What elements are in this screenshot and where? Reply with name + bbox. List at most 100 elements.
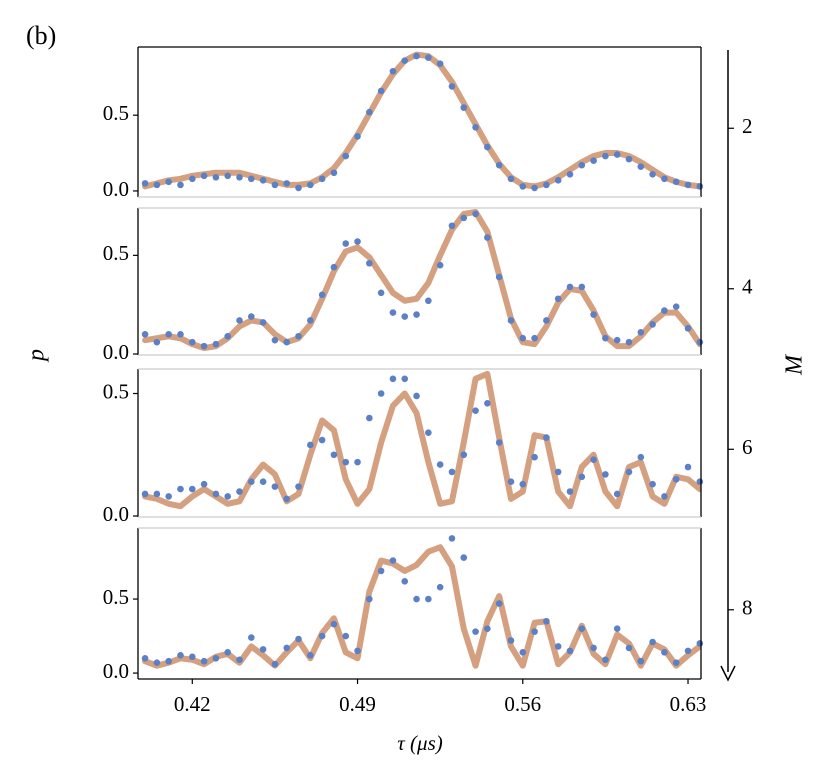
data-point — [436, 261, 444, 269]
data-point — [307, 441, 314, 449]
data-point — [413, 595, 420, 603]
y-tick-label: 0.0 — [103, 659, 129, 683]
fit-line — [142, 208, 701, 352]
data-point — [377, 87, 385, 95]
data-point — [259, 319, 267, 326]
data-point — [672, 659, 680, 667]
data-point — [236, 656, 243, 664]
x-tick-label: 0.56 — [504, 692, 541, 716]
data-point — [436, 461, 444, 468]
data-point — [531, 184, 538, 192]
data-point — [318, 291, 326, 299]
data-point — [177, 652, 184, 659]
y-tick-label: 0.5 — [103, 585, 129, 609]
data-point — [295, 483, 302, 490]
data-point — [248, 634, 255, 641]
data-point — [259, 478, 267, 486]
data-point — [330, 169, 338, 177]
data-point — [625, 468, 633, 476]
data-point — [354, 647, 361, 655]
data-point — [177, 330, 184, 338]
data-point — [531, 453, 538, 461]
fit-line — [142, 51, 701, 190]
data-point — [578, 625, 586, 632]
data-point — [212, 654, 220, 662]
data-point — [283, 180, 291, 187]
data-point — [543, 617, 550, 625]
data-point — [177, 181, 184, 189]
y2-tick-label: 4 — [742, 275, 753, 299]
data-point — [637, 163, 645, 170]
data-point — [448, 83, 456, 90]
data-point — [554, 177, 562, 184]
data-point — [448, 535, 456, 542]
data-point — [200, 342, 208, 350]
data-point — [590, 456, 597, 463]
data-point — [484, 400, 491, 407]
data-point — [507, 478, 515, 486]
data-point — [507, 175, 515, 183]
data-point — [578, 161, 586, 169]
data-point — [307, 317, 314, 324]
data-point — [295, 184, 302, 192]
data-point — [696, 338, 704, 346]
data-point — [330, 451, 338, 459]
data-point — [495, 161, 503, 169]
y2-axis-label: M — [782, 353, 808, 376]
data-point — [625, 155, 633, 163]
data-point — [295, 635, 302, 643]
data-point — [141, 180, 149, 187]
data-point — [188, 653, 196, 661]
data-point — [637, 657, 645, 665]
data-point — [425, 54, 432, 61]
data-point — [200, 480, 208, 488]
data-point — [366, 595, 373, 603]
data-point — [519, 334, 527, 342]
data-point — [200, 172, 208, 180]
data-point — [188, 485, 196, 493]
data-point — [248, 175, 255, 183]
data-point — [342, 632, 350, 640]
data-point — [495, 600, 503, 607]
data-point — [519, 649, 527, 656]
data-point — [401, 313, 409, 320]
y-tick-label: 0.5 — [103, 241, 129, 265]
data-point — [602, 656, 609, 664]
data-point — [413, 311, 420, 318]
data-point — [295, 332, 302, 340]
y2-tick-label: 2 — [742, 114, 753, 138]
y2-tick-label: 6 — [742, 435, 753, 459]
data-point — [330, 263, 338, 271]
data-point — [212, 490, 220, 498]
fit-line — [142, 544, 701, 669]
data-point — [625, 338, 633, 346]
data-point — [153, 659, 161, 667]
data-point — [188, 338, 196, 346]
data-point — [507, 637, 515, 644]
data-point — [460, 451, 468, 459]
data-point — [436, 583, 444, 591]
x-tick-label: 0.42 — [174, 692, 211, 716]
x-axis-label: τ (μs) — [397, 731, 442, 755]
data-point — [554, 468, 562, 476]
data-point — [649, 480, 656, 488]
data-point — [307, 652, 314, 659]
data-point — [377, 567, 385, 575]
data-point — [484, 234, 491, 241]
data-point — [188, 175, 196, 183]
data-point — [495, 273, 503, 281]
y-tick-label: 0.5 — [103, 379, 129, 403]
data-point — [342, 152, 350, 160]
data-point — [236, 317, 243, 324]
data-point — [566, 488, 574, 495]
data-point — [212, 174, 220, 181]
data-point — [141, 490, 149, 498]
data-point — [377, 289, 385, 297]
data-point — [377, 390, 385, 397]
data-point — [354, 238, 361, 245]
x-tick-label: 0.49 — [339, 692, 376, 716]
data-point — [401, 57, 409, 64]
data-point — [212, 340, 220, 348]
data-point — [661, 175, 668, 183]
data-point — [141, 654, 149, 662]
